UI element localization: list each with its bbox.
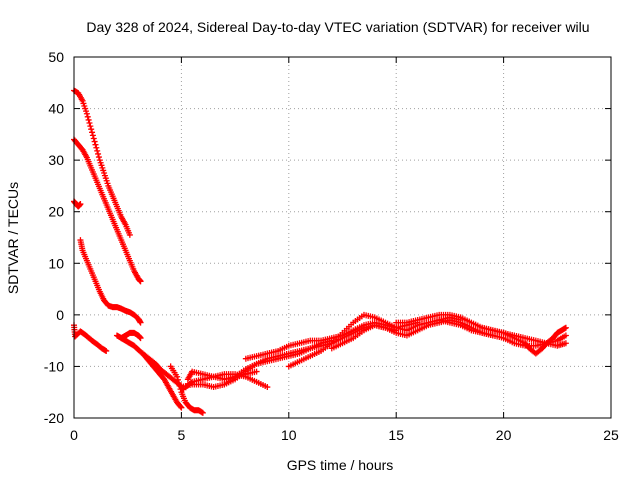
y-tick-label: 20 (48, 204, 64, 220)
data-point (91, 138, 98, 145)
chart-title: Day 328 of 2024, Sidereal Day-to-day VTE… (86, 19, 589, 35)
y-tick-label: -20 (44, 410, 64, 426)
series-track-e (71, 322, 110, 354)
data-point (174, 373, 181, 380)
data-point (86, 120, 93, 127)
data-point (84, 113, 91, 120)
x-tick-label: 0 (70, 427, 78, 443)
data-point (85, 116, 92, 123)
series-track-c (71, 198, 84, 210)
data-marks (71, 87, 569, 416)
data-point (264, 384, 271, 391)
data-point (562, 340, 569, 347)
data-point (93, 144, 100, 151)
data-point (92, 141, 99, 148)
x-tick-label: 20 (496, 427, 512, 443)
data-point (89, 129, 96, 136)
y-tick-label: 40 (48, 101, 64, 117)
data-point (199, 409, 206, 416)
data-point (89, 132, 96, 139)
data-point (187, 379, 194, 386)
y-tick-label: 30 (48, 152, 64, 168)
x-tick-label: 10 (281, 427, 297, 443)
data-point (174, 376, 181, 383)
y-tick-label: 50 (48, 49, 64, 65)
data-point (562, 324, 569, 331)
data-point (178, 404, 185, 411)
x-axis-label: GPS time / hours (287, 457, 394, 473)
data-point (95, 154, 102, 161)
data-point (77, 200, 84, 207)
data-point (87, 123, 94, 130)
y-tick-label: -10 (44, 358, 64, 374)
data-point (88, 126, 95, 133)
data-point (137, 278, 144, 285)
x-tick-label: 5 (178, 427, 186, 443)
data-point (95, 150, 102, 157)
series-track-d (77, 237, 144, 326)
data-point (94, 147, 101, 154)
data-point (90, 135, 97, 142)
series-track-i (167, 363, 206, 416)
y-tick-label: 10 (48, 255, 64, 271)
x-tick-label: 15 (388, 427, 404, 443)
y-tick-label: 0 (56, 307, 64, 323)
series-track-b (71, 136, 144, 285)
x-tick-label: 25 (603, 427, 619, 443)
data-point (253, 368, 260, 375)
series-track-s (479, 324, 569, 357)
data-point (137, 319, 144, 326)
data-point (126, 231, 133, 238)
data-point (562, 332, 569, 339)
data-point (103, 347, 110, 354)
data-point (175, 379, 182, 386)
series-track-a (71, 87, 133, 238)
plot-frame (73, 56, 612, 419)
data-point (137, 335, 144, 342)
axis-ticks: 0 5 10 15 20 25 -20 -10 0 10 20 30 40 50 (44, 49, 619, 443)
grid (74, 57, 611, 418)
data-point (177, 403, 184, 410)
data-point (83, 110, 90, 117)
y-axis-label: SDTVAR / TECUs (5, 182, 21, 294)
